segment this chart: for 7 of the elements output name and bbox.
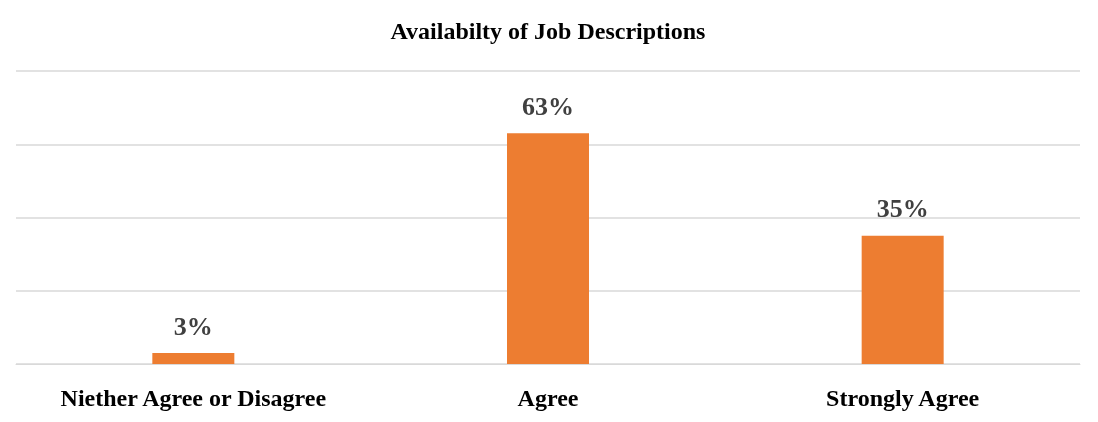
data-label: 35% (876, 194, 929, 224)
data-label: 3% (173, 311, 213, 341)
x-tick-label: Niether Agree or Disagree (60, 385, 327, 411)
x-tick-label: Agree (517, 385, 579, 411)
x-tick-label: Strongly Agree (826, 385, 980, 411)
data-label: 63% (522, 91, 574, 121)
chart-title: Availabilty of Job Descriptions (390, 18, 706, 44)
